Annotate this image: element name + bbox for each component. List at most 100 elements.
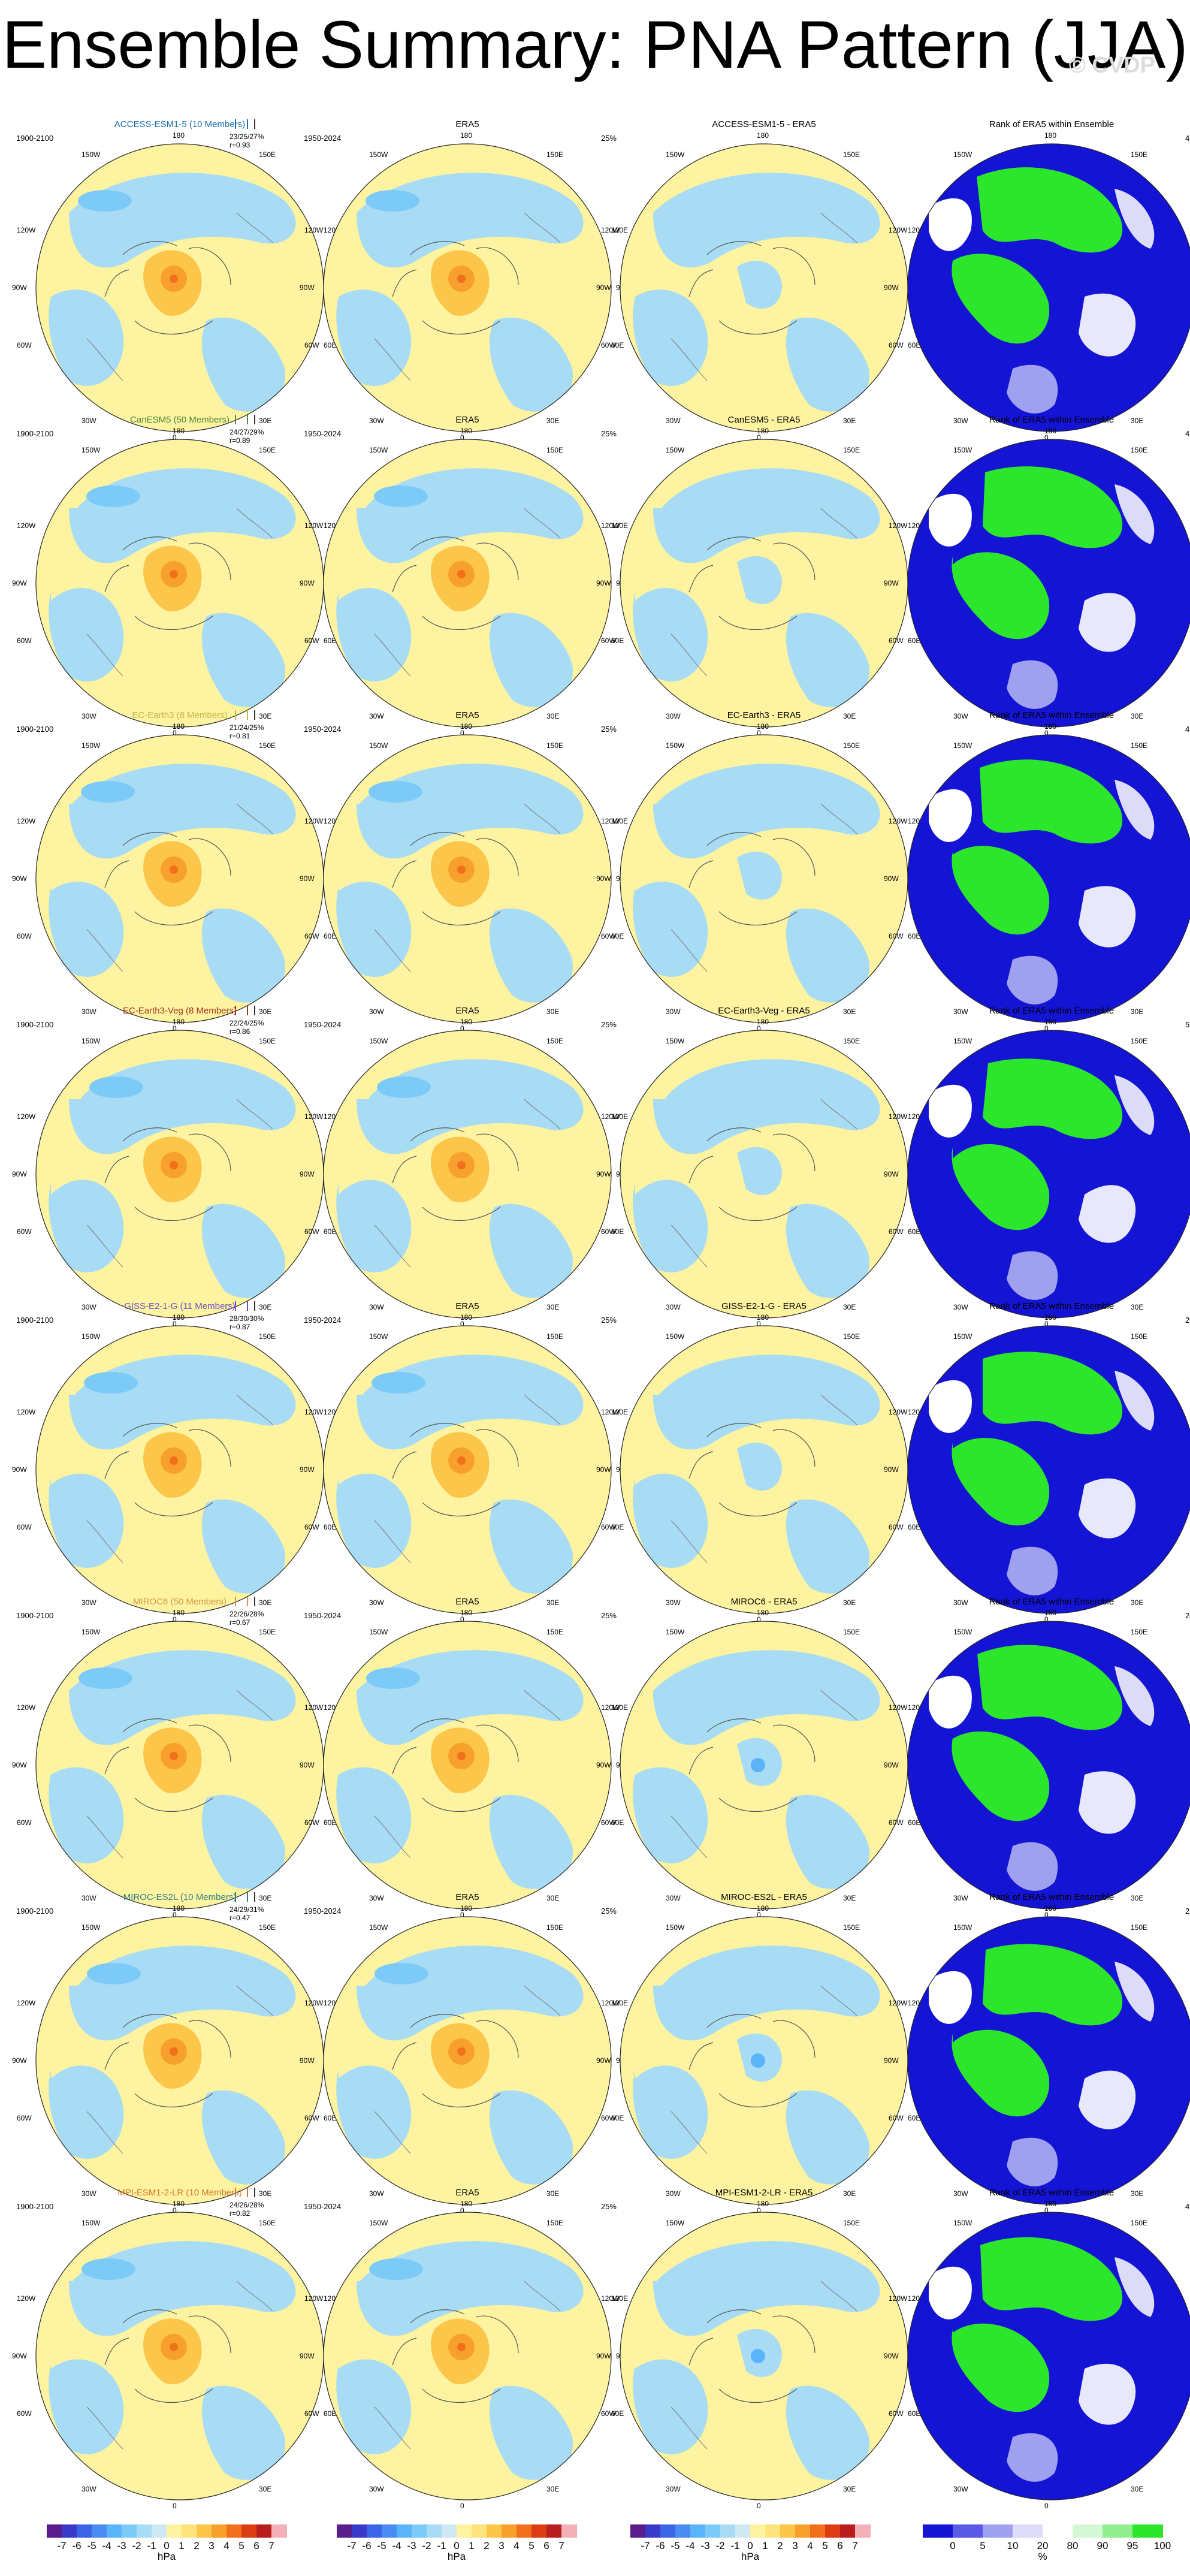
longitude-label: 150E (843, 1628, 860, 1636)
longitude-label: 60E (908, 1227, 921, 1236)
model-panel: 1800150W120W90W60W30W150E120E90E60E30EMI… (12, 1597, 341, 1919)
model-panel: 1800150W120W90W60W30W150E120E90E60E30ECa… (12, 415, 341, 737)
longitude-label: 90W (300, 1761, 315, 1769)
diff-map (620, 143, 908, 432)
longitude-label: 0 (173, 1911, 177, 1919)
longitude-label: 60W (601, 1227, 616, 1236)
longitude-label: 60E (908, 1523, 921, 1531)
longitude-label: 0 (173, 433, 177, 442)
model-map (35, 143, 324, 432)
rank-map (907, 1030, 1190, 1319)
longitude-label: 150W (369, 150, 388, 159)
longitude-label: 60E (611, 341, 624, 349)
longitude-label: 90W (596, 874, 611, 883)
model-map (35, 1621, 324, 1910)
longitude-label: 120W (304, 521, 324, 530)
colorbar-swatch (675, 2524, 691, 2538)
colorbar-swatch (983, 2524, 1013, 2538)
longitude-label: 90W (12, 2352, 27, 2360)
colorbar-tick: 5 (980, 2540, 986, 2551)
variance-label: 25% (600, 429, 617, 438)
longitude-label: 60W (601, 2114, 616, 2122)
longitude-label: 30E (1131, 2485, 1144, 2493)
colorbar-tick: 7 (558, 2540, 564, 2551)
longitude-label: 150E (1131, 446, 1148, 454)
longitude-label: 180 (173, 722, 185, 731)
colorbar-swatch (397, 2524, 412, 2538)
longitude-label: 120E (611, 1112, 629, 1121)
longitude-label: 30E (259, 1894, 272, 1902)
colorbar-swatch (487, 2524, 502, 2538)
longitude-label: 150E (546, 1332, 564, 1341)
variance-label: 25% (600, 134, 617, 143)
longitude-label: 30W (369, 1008, 384, 1016)
longitude-label: 90W (300, 283, 315, 292)
longitude-label: 0 (460, 1911, 464, 1919)
correlation-label: r=0.87 (229, 1323, 250, 1331)
colorbar-tick: 80 (1067, 2540, 1079, 2551)
longitude-label: 180 (173, 427, 185, 435)
longitude-label: 180 (757, 2200, 769, 2208)
diff-map (620, 1030, 908, 1319)
longitude-label: 60E (324, 1523, 337, 1531)
longitude-label: 0 (757, 1320, 761, 1328)
colorbar-unit: hPa (741, 2551, 760, 2562)
longitude-label: 180 (757, 1313, 769, 1322)
rank-title: Rank of ERA5 within Ensemble (989, 1006, 1115, 1016)
longitude-label: 90W (884, 2056, 899, 2065)
longitude-label: 150E (259, 446, 276, 454)
rank-panel: 1800150W120W90W60W30W150E120E90E60E30ERa… (884, 2188, 1190, 2509)
colorbar-swatch (720, 2524, 736, 2538)
longitude-label: 30E (546, 2485, 560, 2493)
longitude-label: 60W (601, 341, 616, 349)
diff-panel: 1800150W120W90W60W30W150E120E90E60E30ECa… (596, 415, 925, 737)
colorbar-tick: 1 (762, 2540, 768, 2551)
model-panel: 1800150W120W90W60W30W150E120E90E60E30EEC… (12, 710, 341, 1032)
longitude-label: 30W (953, 712, 968, 720)
colorbar-unit: hPa (447, 2551, 466, 2562)
longitude-label: 30E (1131, 712, 1144, 720)
difference-title: MIROC6 - ERA5 (730, 1597, 798, 1607)
colorbar-swatch (367, 2524, 382, 2538)
longitude-label: 30E (1131, 1008, 1144, 1016)
colorbar-swatch (765, 2524, 781, 2538)
diff-panel: 1800150W120W90W60W30W150E120E90E60E30EEC… (596, 710, 925, 1032)
longitude-label: 120W (601, 1112, 620, 1121)
longitude-label: 60E (324, 2409, 337, 2418)
longitude-label: 60E (324, 2114, 337, 2122)
longitude-label: 120W (889, 1408, 908, 1416)
colorbar-tick: 0 (950, 2540, 956, 2551)
longitude-label: 90W (300, 874, 315, 883)
diff-panel: 1800150W120W90W60W30W150E120E90E60E30EEC… (596, 1006, 925, 1328)
difference-title: ACCESS-ESM1-5 - ERA5 (712, 119, 816, 129)
longitude-label: 180 (757, 1609, 769, 1617)
colorbar-tick: -3 (117, 2540, 126, 2551)
longitude-label: 150W (369, 1923, 388, 1932)
longitude-label: 90W (300, 2056, 315, 2065)
longitude-label: 60W (304, 1818, 319, 1827)
colorbar-swatch (167, 2524, 182, 2538)
longitude-label: 150W (666, 1332, 685, 1341)
longitude-label: 120W (17, 226, 36, 234)
rank-map (907, 734, 1190, 1023)
colorbar-tick: -3 (407, 2540, 416, 2551)
longitude-label: 120W (601, 226, 620, 234)
colorbar-swatch (212, 2524, 227, 2538)
longitude-label: 0 (460, 2502, 464, 2510)
colorbar-tick: 90 (1097, 2540, 1109, 2551)
colorbar-tick: 2 (194, 2540, 200, 2551)
rank-map (907, 1325, 1190, 1614)
correlation-label: r=0.67 (229, 1618, 250, 1627)
longitude-label: 60W (304, 2114, 319, 2122)
longitude-label: 30W (953, 2189, 968, 2198)
longitude-label: 180 (173, 1313, 185, 1322)
longitude-label: 0 (757, 433, 761, 442)
longitude-label: 0 (460, 729, 464, 737)
model-panel: 1800150W120W90W60W30W150E120E90E60E30EEC… (12, 1006, 341, 1328)
longitude-label: 60W (17, 341, 32, 349)
longitude-label: 30E (259, 1303, 272, 1311)
diff-panel: 1800150W120W90W60W30W150E120E90E60E30EMI… (596, 1892, 925, 2214)
longitude-label: 120W (304, 817, 324, 825)
longitude-label: 180 (460, 1904, 473, 1913)
era5-map (323, 1030, 612, 1319)
